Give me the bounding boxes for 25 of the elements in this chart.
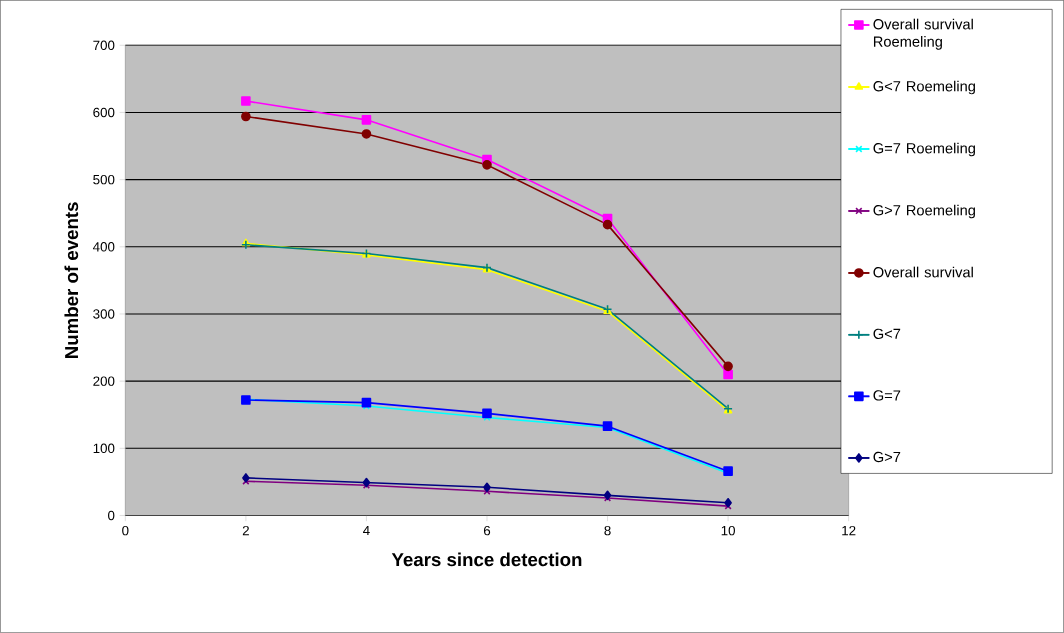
- y-tick-label: 400: [92, 242, 115, 252]
- y-tick-label: 500: [93, 175, 115, 185]
- y-tick-label: 100: [93, 443, 115, 454]
- x-axis-title: Years since detection: [391, 552, 582, 567]
- x-tick-label: 4: [363, 525, 370, 536]
- x-tick-label: 12: [842, 526, 856, 536]
- x-tick-label: 10: [721, 526, 735, 536]
- legend-label: Overall survival Roemeling: [873, 18, 973, 50]
- legend-label: G<7: [873, 328, 901, 340]
- y-tick-label: 0: [108, 510, 115, 521]
- y-tick-label: 300: [93, 309, 115, 319]
- legend-label: G=7 Roemeling: [873, 142, 975, 157]
- y-tick-label: 600: [93, 107, 115, 118]
- x-tick-label: 6: [483, 526, 491, 536]
- y-axis-title: Number of events: [64, 202, 79, 359]
- legend-label: G<7 Roemeling: [873, 80, 975, 95]
- x-tick-label: 0: [122, 526, 129, 536]
- legend-label: G=7: [873, 390, 901, 401]
- legend-label: Overall survival: [873, 266, 973, 278]
- legend-label: G>7: [873, 451, 901, 463]
- legend-label: G>7 Roemeling: [873, 204, 975, 219]
- y-tick-label: 700: [93, 40, 115, 51]
- y-tick-label: 200: [93, 376, 115, 386]
- x-tick-label: 2: [242, 526, 249, 536]
- x-tick-label: 8: [604, 526, 611, 536]
